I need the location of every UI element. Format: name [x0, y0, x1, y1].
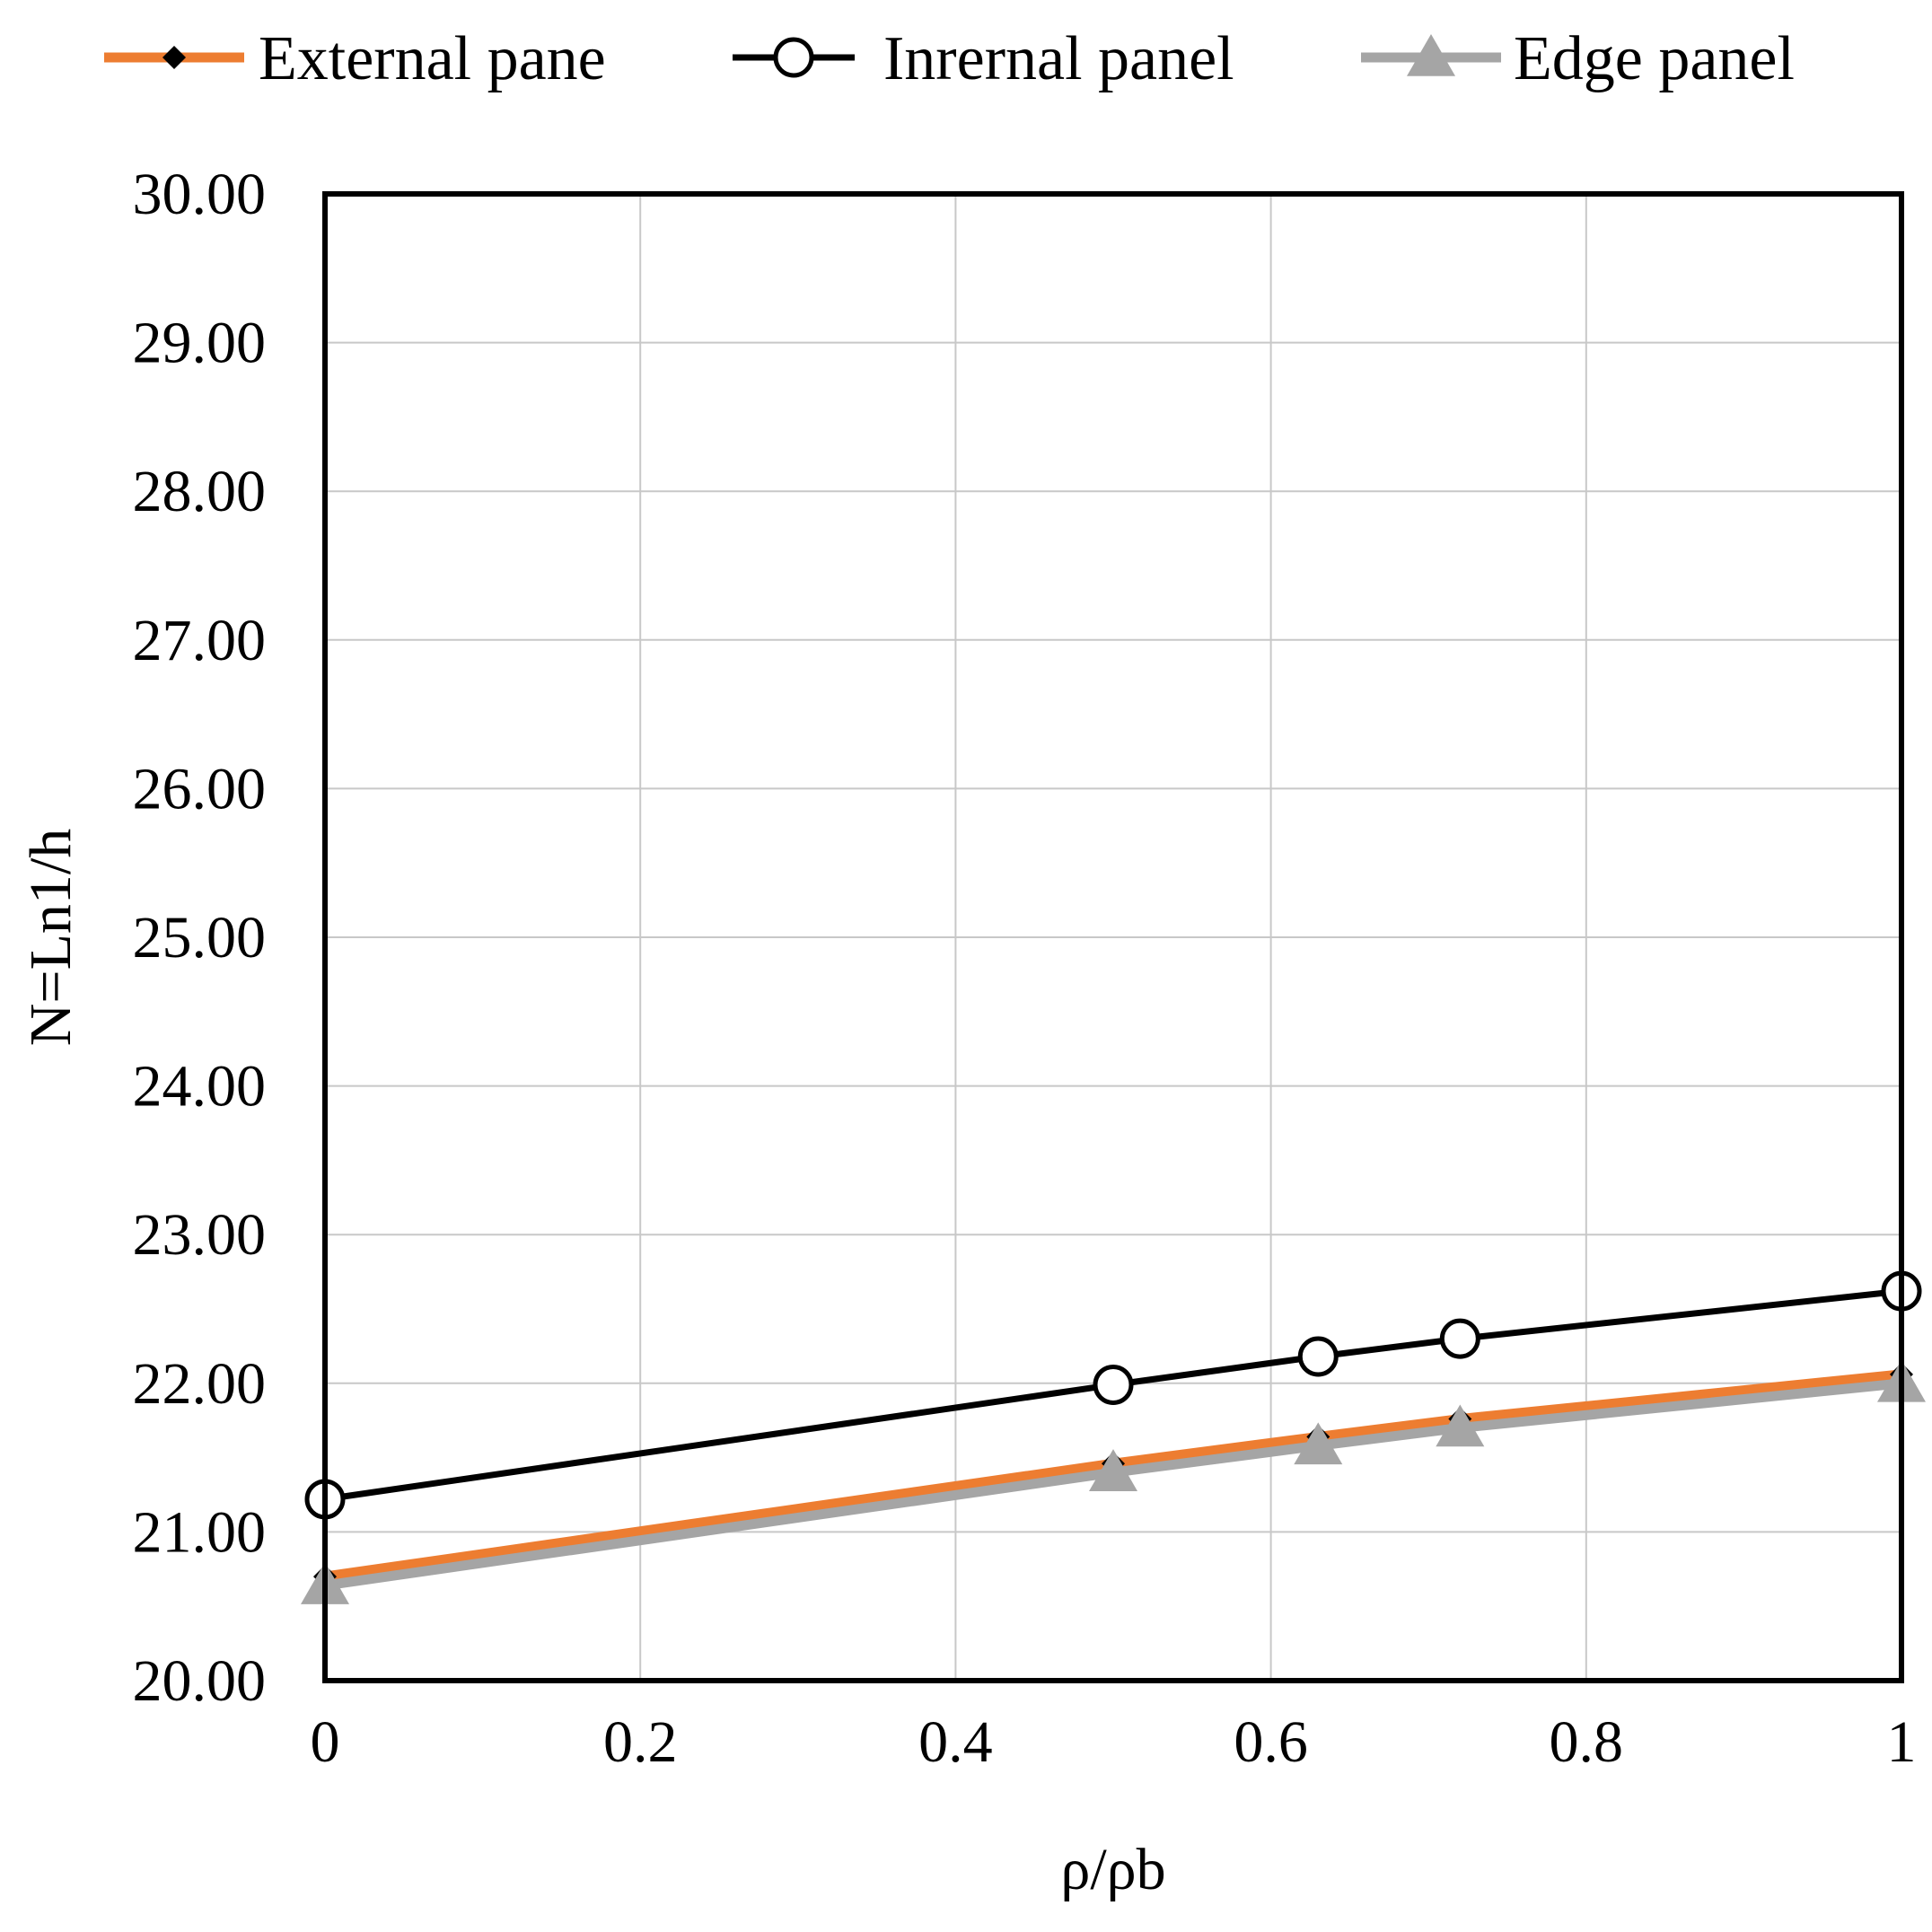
data-point: [1297, 1336, 1339, 1377]
x-tick-label: 1: [1887, 1709, 1917, 1775]
plot-area-frame: [322, 191, 1904, 1683]
legend-label: External pane: [259, 24, 606, 93]
y-axis-ticks: 20.00 21.00 22.00 23.00 24.00 25.00 26.00 27.00…: [133, 162, 267, 1714]
y-tick-label: 25.00: [133, 905, 267, 970]
y-tick-label: 28.00: [133, 459, 267, 524]
legend-item: Edge panel: [1361, 24, 1795, 93]
y-tick-label: 23.00: [133, 1202, 267, 1268]
y-tick-label: 30.00: [133, 162, 267, 227]
legend: External pane Inrernal panel Edge panel: [104, 24, 1795, 93]
y-tick-label: 27.00: [133, 608, 267, 673]
y-axis-title: N=Ln1/h: [18, 829, 83, 1047]
legend-item: External pane: [104, 24, 606, 93]
x-tick-label: 0.8: [1550, 1709, 1624, 1775]
data-point: [1089, 1449, 1137, 1491]
x-axis-ticks: 0 0.2 0.4 0.6 0.8 1: [311, 1709, 1917, 1775]
y-tick-label: 24.00: [133, 1054, 267, 1120]
y-tick-label: 21.00: [133, 1499, 267, 1565]
data-point: [1294, 1422, 1343, 1465]
x-tick-label: 0.2: [603, 1709, 678, 1775]
y-tick-label: 20.00: [133, 1648, 267, 1714]
legend-swatch-marker: [1407, 34, 1455, 76]
y-tick-label: 22.00: [133, 1351, 267, 1417]
x-tick-label: 0: [311, 1709, 340, 1775]
legend-item: Inrernal panel: [733, 24, 1234, 93]
data-point: [1436, 1404, 1485, 1447]
data-point: [1093, 1364, 1134, 1405]
legend-label: Inrernal panel: [883, 24, 1234, 93]
data-point: [1439, 1318, 1480, 1359]
x-tick-label: 0.4: [918, 1709, 993, 1775]
y-tick-label: 29.00: [133, 311, 267, 376]
x-tick-label: 0.6: [1234, 1709, 1308, 1775]
legend-swatch-marker: [773, 37, 814, 78]
legend-label: Edge panel: [1514, 24, 1795, 93]
data-series: [301, 1270, 1926, 1604]
legend-swatch-marker: [162, 46, 186, 69]
y-tick-label: 26.00: [133, 756, 267, 821]
x-axis-title: ρ/ρb: [1060, 1837, 1165, 1902]
